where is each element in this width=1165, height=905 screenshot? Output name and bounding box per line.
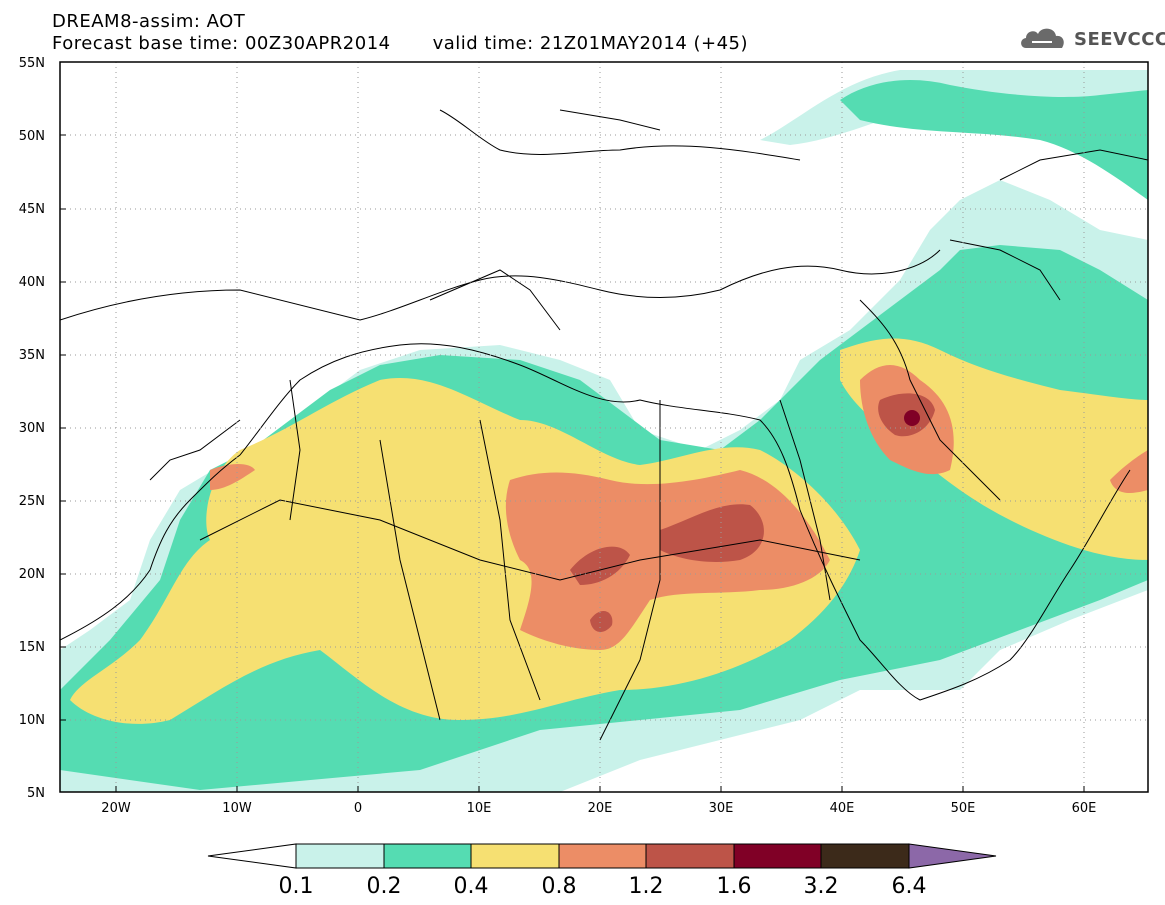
colorbar-label: 0.2 <box>367 874 402 899</box>
base-time: Forecast base time: 00Z30APR2014 <box>52 33 391 54</box>
lat-label: 20N <box>19 567 45 582</box>
grid <box>60 62 1148 792</box>
lon-label: 60E <box>1072 801 1097 816</box>
aot-field-1.2 <box>570 393 935 632</box>
lon-label: 40E <box>830 801 855 816</box>
axis-ticks <box>60 134 1085 792</box>
colorbar-swatch <box>733 843 822 869</box>
colorbar-label: 0.8 <box>542 874 577 899</box>
cloud-icon <box>1021 28 1064 48</box>
aot-field-1.6 <box>904 410 920 426</box>
lon-label: 20W <box>101 801 131 816</box>
lat-label: 45N <box>19 202 45 217</box>
lon-label: 20E <box>588 801 613 816</box>
colorbar-label: 0.1 <box>279 874 314 899</box>
valid-time: valid time: 21Z01MAY2014 (+45) <box>432 33 749 54</box>
lon-label: 10W <box>222 801 252 816</box>
lon-label: 10E <box>467 801 492 816</box>
colorbar-label: 0.4 <box>454 874 489 899</box>
logo-text: SEEVCCC <box>1074 29 1165 50</box>
lat-labels: 5N 10N 15N 20N 25N 30N 35N 40N 45N 50N 5… <box>19 56 45 801</box>
colorbar-label: 3.2 <box>804 874 839 899</box>
map-title: DREAM8-assim: AOT <box>52 11 246 32</box>
colorbar <box>207 843 997 869</box>
lat-label: 40N <box>19 275 45 290</box>
map-frame <box>59 61 1149 793</box>
time-info: Forecast base time: 00Z30APR2014 valid ti… <box>52 34 748 54</box>
lat-label: 30N <box>19 421 45 436</box>
colorbar-over-arrow <box>908 843 997 869</box>
colorbar-label: 1.6 <box>717 874 752 899</box>
colorbar-swatch <box>470 843 560 869</box>
seevccc-logo: SEEVCCC <box>1018 20 1165 56</box>
lat-label: 15N <box>19 640 45 655</box>
lat-label: 10N <box>19 713 45 728</box>
colorbar-swatch <box>645 843 735 869</box>
colorbar-swatch <box>295 843 385 869</box>
colorbar-labels: 0.1 0.2 0.4 0.8 1.2 1.6 3.2 6.4 <box>279 874 927 899</box>
lat-label: 35N <box>19 348 45 363</box>
colorbar-label: 6.4 <box>892 874 927 899</box>
lon-label: 30E <box>709 801 734 816</box>
colorbar-under-arrow <box>207 843 297 869</box>
lat-label: 5N <box>27 786 45 801</box>
lon-label: 0 <box>354 801 362 816</box>
colorbar-swatch <box>820 843 910 869</box>
lat-label: 25N <box>19 494 45 509</box>
colorbar-swatch <box>383 843 472 869</box>
lon-label: 50E <box>951 801 976 816</box>
lat-label: 50N <box>19 129 45 144</box>
colorbar-label: 1.2 <box>629 874 664 899</box>
coastlines <box>60 109 1148 741</box>
aot-field-0.8 <box>210 365 1148 650</box>
colorbar-swatch <box>558 843 647 869</box>
lon-labels: 20W 10W 0 10E 20E 30E 40E 50E 60E <box>101 801 1096 816</box>
lat-label: 55N <box>19 56 45 71</box>
